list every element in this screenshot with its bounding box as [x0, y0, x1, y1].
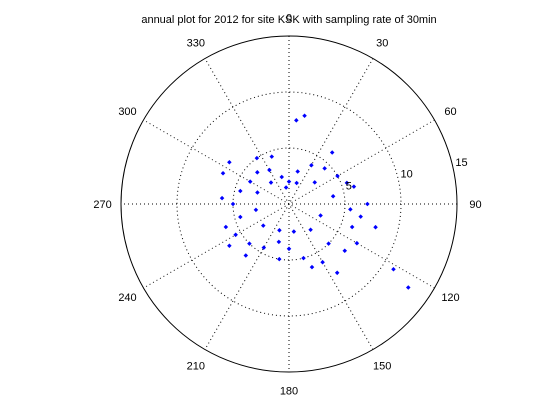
data-point	[342, 248, 348, 254]
data-point	[243, 253, 249, 258]
chart-title: annual plot for 2012 for site KSK with s…	[141, 14, 436, 26]
data-point	[365, 201, 370, 207]
data-point	[219, 195, 225, 201]
angle-tick-label: 120	[441, 292, 459, 304]
data-point	[286, 179, 292, 184]
angle-tick-label: 330	[187, 38, 205, 50]
data-point	[309, 264, 315, 270]
data-point	[351, 184, 357, 189]
data-point	[318, 213, 323, 218]
data-point	[268, 180, 274, 185]
data-point	[260, 223, 266, 228]
data-point	[269, 154, 275, 159]
data-point	[406, 285, 411, 290]
data-point	[279, 174, 285, 180]
data-point	[335, 173, 340, 179]
data-point	[276, 239, 282, 245]
data-point	[358, 214, 363, 219]
data-point	[238, 188, 243, 194]
data-point	[291, 229, 297, 234]
data-point	[286, 246, 292, 252]
angle-tick-label: 0	[286, 13, 292, 25]
data-point	[254, 155, 260, 161]
data-point	[277, 228, 282, 233]
data-point	[391, 267, 396, 272]
data-point	[309, 162, 314, 168]
data-point	[255, 170, 260, 175]
data-point	[329, 150, 335, 155]
angle-tick-label: 180	[280, 385, 298, 397]
data-point	[227, 243, 232, 249]
angle-tick-label: 300	[118, 106, 136, 118]
data-point	[302, 113, 307, 119]
data-point	[373, 224, 378, 230]
data-point	[283, 185, 289, 190]
data-point	[295, 169, 300, 174]
data-point	[247, 241, 252, 246]
data-point	[253, 207, 259, 213]
data-point	[349, 224, 355, 230]
data-point	[334, 270, 340, 276]
angle-tick-label: 210	[187, 360, 205, 372]
data-point	[330, 193, 336, 199]
axis-labels: 0 30 60 90 120 150 180 210 240 270 300 330 5 10 15	[93, 13, 481, 398]
polar-grid	[120, 35, 458, 373]
data-point	[294, 118, 299, 123]
angle-tick-label: 30	[376, 38, 388, 50]
data-point	[223, 224, 229, 230]
data-point	[326, 241, 331, 246]
data-point	[220, 170, 226, 176]
data-point	[348, 207, 353, 212]
data-point	[308, 227, 313, 233]
angular-grid-spoke	[204, 58, 374, 350]
data-point	[301, 255, 306, 261]
radius-tick-label: 10	[401, 169, 413, 181]
data-point	[255, 190, 260, 195]
angle-tick-label: 270	[93, 199, 111, 211]
data-point	[261, 245, 267, 250]
angle-tick-label: 150	[373, 360, 391, 372]
data-point	[277, 256, 282, 262]
data-point	[230, 201, 236, 207]
data-point	[247, 179, 253, 184]
data-point	[267, 167, 272, 173]
radius-tick-label: 5	[346, 180, 352, 192]
data-point	[227, 159, 232, 165]
data-point	[320, 259, 325, 265]
data-point	[312, 180, 318, 185]
radius-tick-label: 15	[455, 157, 467, 169]
angle-tick-label: 90	[469, 199, 481, 211]
angular-grid-spoke	[204, 58, 374, 350]
data-point	[233, 232, 238, 238]
angle-tick-label: 240	[118, 292, 136, 304]
data-point	[354, 240, 360, 246]
data-point	[294, 180, 299, 186]
scatter-points	[219, 113, 411, 290]
data-point	[322, 166, 327, 171]
angle-tick-label: 60	[444, 106, 456, 118]
data-point	[238, 214, 243, 220]
